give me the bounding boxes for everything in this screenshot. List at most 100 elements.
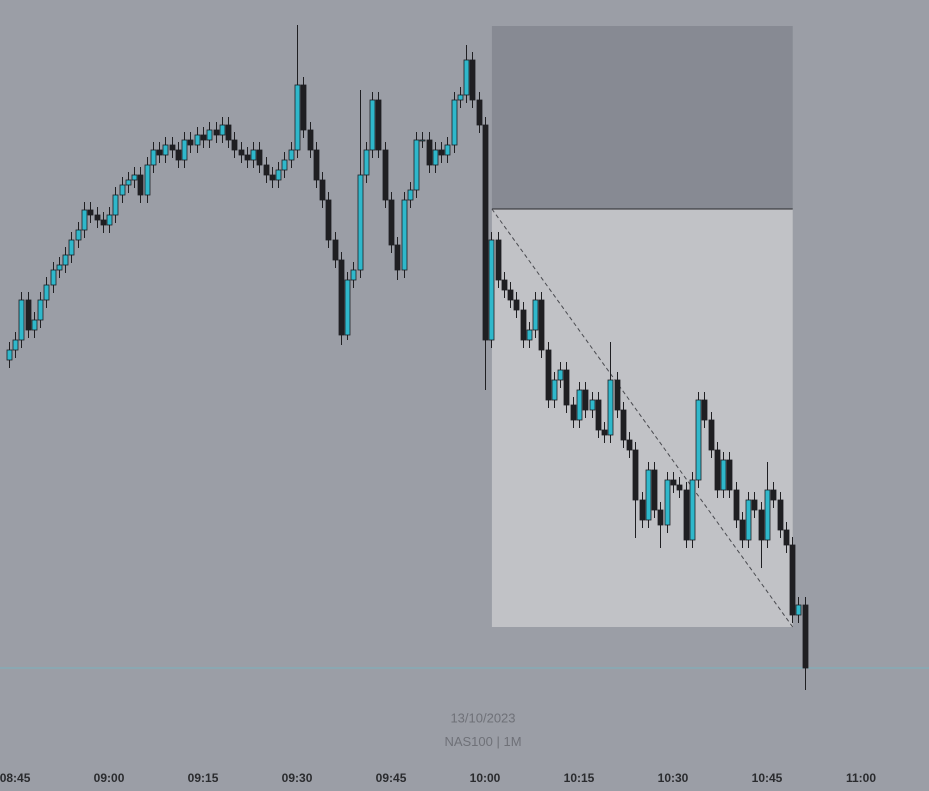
candle-body: [338, 259, 345, 336]
candle-body: [206, 129, 213, 141]
candle-body: [426, 139, 433, 166]
candle-body: [488, 239, 495, 341]
x-tick-label: 10:15: [564, 771, 595, 785]
candle-body: [632, 449, 639, 501]
projection-line: [491, 208, 794, 628]
candle-body: [294, 84, 301, 151]
candle-body: [344, 279, 351, 336]
candle-body: [764, 489, 771, 541]
candle-body: [620, 409, 627, 441]
candle-body: [357, 174, 364, 271]
candle-body: [401, 199, 408, 271]
candle-body: [194, 134, 201, 146]
candle-body: [463, 59, 470, 96]
candle-body: [162, 144, 169, 156]
candle-body: [495, 239, 502, 281]
candle-body: [607, 379, 614, 436]
x-tick-label: 08:45: [0, 771, 31, 785]
candle-body: [545, 349, 552, 401]
candle-body: [714, 449, 721, 491]
candle-body: [770, 489, 777, 501]
candle-body: [281, 159, 288, 171]
candle-body: [100, 219, 107, 226]
symbol: NAS100: [444, 734, 492, 749]
candle-body: [563, 369, 570, 406]
candle-body: [614, 379, 621, 411]
candle-body: [457, 94, 464, 101]
candle-body: [513, 299, 520, 311]
candle-body: [551, 379, 558, 401]
candle-body: [789, 544, 796, 616]
candle-body: [375, 99, 382, 151]
candle-body: [144, 164, 151, 196]
candle-body: [256, 149, 263, 166]
candle-body: [444, 144, 451, 156]
x-tick-label: 09:30: [282, 771, 313, 785]
candle-body: [676, 484, 683, 491]
candle-body: [369, 99, 376, 151]
candle-body: [589, 399, 596, 411]
candle-body: [413, 139, 420, 191]
candle-body: [407, 189, 414, 201]
candle-body: [244, 154, 251, 161]
candle-body: [313, 149, 320, 181]
candle-body: [476, 99, 483, 126]
candle-body: [75, 229, 82, 241]
candle-body: [175, 149, 182, 161]
candle-body: [664, 479, 671, 526]
x-tick-label: 11:00: [846, 771, 876, 785]
candle-body: [43, 284, 50, 301]
candle-body: [18, 299, 25, 341]
candle-body: [187, 139, 194, 146]
separator: |: [493, 734, 504, 749]
x-tick-label: 10:30: [658, 771, 689, 785]
candle-body: [300, 84, 307, 131]
candle-body: [501, 279, 508, 291]
candle-body: [125, 179, 132, 186]
candle-body: [695, 399, 702, 481]
candle-body: [482, 124, 489, 341]
candle-body: [225, 124, 232, 141]
candle-body: [469, 59, 476, 101]
candle-body: [137, 174, 144, 196]
candle-body: [269, 174, 276, 181]
candle-body: [582, 389, 589, 411]
candle-body: [639, 499, 646, 521]
x-tick-label: 09:45: [376, 771, 407, 785]
candle-body: [520, 309, 527, 341]
candle-body: [739, 519, 746, 541]
candle-body: [526, 329, 533, 341]
candle-body: [363, 149, 370, 176]
candle-body: [451, 99, 458, 146]
candle-body: [263, 164, 270, 176]
candle-body: [802, 604, 809, 669]
stop-zone: [491, 26, 793, 209]
candle-body: [532, 299, 539, 331]
x-tick-label: 10:45: [752, 771, 783, 785]
candle-body: [68, 239, 75, 256]
x-tick-label: 09:00: [94, 771, 125, 785]
candle-body: [87, 209, 94, 216]
candle-body: [538, 299, 545, 351]
symbol-watermark: NAS100 | 1M: [444, 734, 521, 749]
candle-body: [325, 199, 332, 241]
candle-body: [31, 319, 38, 331]
candle-body: [213, 129, 220, 136]
candle-body: [12, 339, 19, 351]
candle-body: [394, 244, 401, 271]
interval: 1M: [503, 734, 521, 749]
candle-body: [307, 129, 314, 151]
candle-body: [156, 149, 163, 156]
candle-body: [219, 124, 226, 136]
candle-body: [745, 499, 752, 541]
date-watermark: 13/10/2023: [450, 710, 515, 725]
candle-body: [733, 489, 740, 521]
candle-body: [708, 419, 715, 451]
candle-body: [131, 174, 138, 181]
candle-body: [332, 239, 339, 261]
candle-body: [657, 509, 664, 526]
candle-body: [150, 149, 157, 166]
candle-body: [777, 499, 784, 531]
candle-body: [645, 469, 652, 521]
candle-body: [238, 149, 245, 156]
